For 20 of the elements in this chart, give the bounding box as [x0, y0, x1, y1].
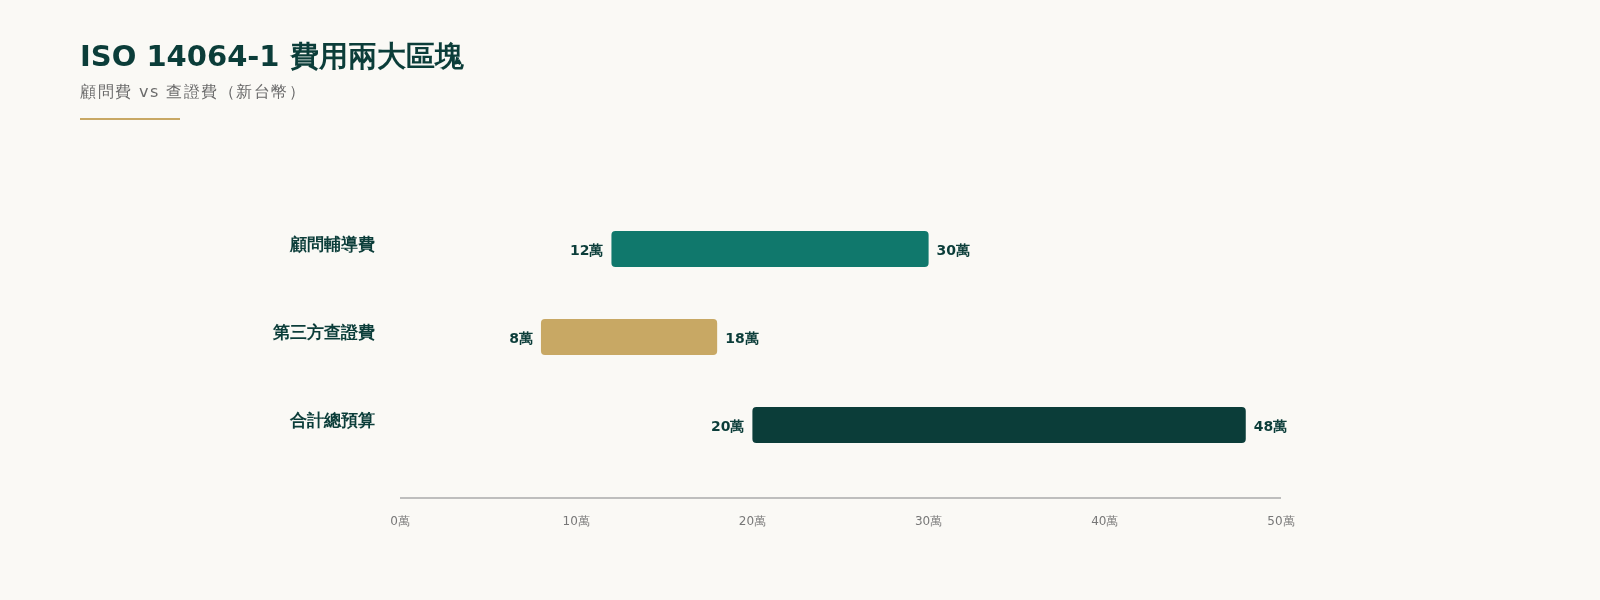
text: 顧問費 vs 查證費（新台幣） — [80, 82, 307, 101]
y-tick-label: 第三方查證費 — [272, 322, 375, 342]
annotation: 48萬 — [1253, 418, 1288, 434]
bar — [611, 231, 929, 267]
x-tick-label: 40萬 — [1091, 514, 1119, 528]
annotation: 20萬 — [710, 418, 745, 434]
x-tick-label: 10萬 — [562, 514, 590, 528]
bar — [540, 319, 718, 355]
x-tick-label: 0萬 — [390, 514, 410, 528]
x-tick-label: 30萬 — [914, 514, 943, 528]
x-tick-label: 50萬 — [1267, 514, 1295, 528]
annotation: 30萬 — [936, 242, 971, 258]
y-tick-label: 顧問輔導費 — [289, 234, 375, 254]
annotation: 8萬 — [509, 330, 533, 346]
x-tick-label: 20萬 — [738, 514, 767, 528]
annotation: 12萬 — [569, 242, 604, 258]
annotation: 18萬 — [725, 330, 759, 346]
y-tick-label: 合計總預算 — [289, 410, 375, 430]
chart-title: ISO 14064-1 費用兩大區塊 — [80, 39, 465, 73]
bar — [752, 407, 1246, 443]
